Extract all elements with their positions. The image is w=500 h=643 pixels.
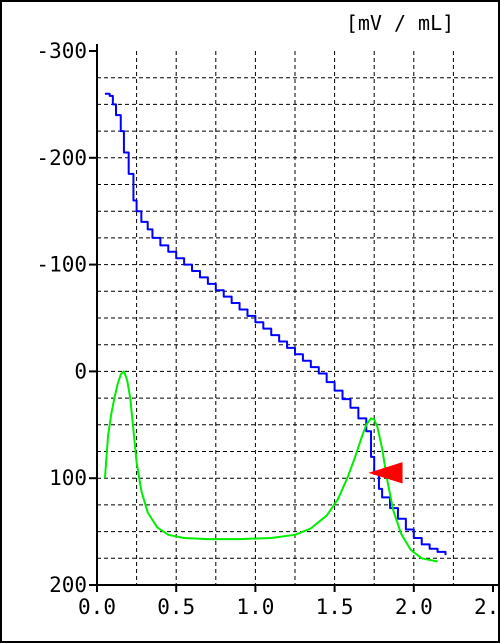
x-tick-label: 1.5 (316, 595, 354, 619)
x-tick-label: 1.0 (236, 595, 274, 619)
x-tick-label: 2.5 (474, 595, 500, 619)
x-tick-label: 2.0 (395, 595, 433, 619)
unit-label: [mV / mL] (346, 11, 454, 35)
green-curve-series (103, 370, 438, 563)
blue-step-series (104, 92, 447, 556)
y-tick-label: -200 (36, 146, 87, 170)
red-triangle-marker (368, 462, 403, 484)
y-tick-label: 0 (74, 359, 87, 383)
y-tick-label: -100 (36, 253, 87, 277)
grid (97, 51, 493, 585)
y-tick-label: -300 (36, 39, 87, 63)
x-tick-label: 0.0 (78, 595, 116, 619)
y-tick-label: 100 (49, 466, 87, 490)
axes (89, 44, 499, 592)
marker-group (368, 462, 403, 484)
y-tick-label: 200 (49, 573, 87, 597)
series-group (103, 92, 447, 563)
x-tick-label: 0.5 (157, 595, 195, 619)
